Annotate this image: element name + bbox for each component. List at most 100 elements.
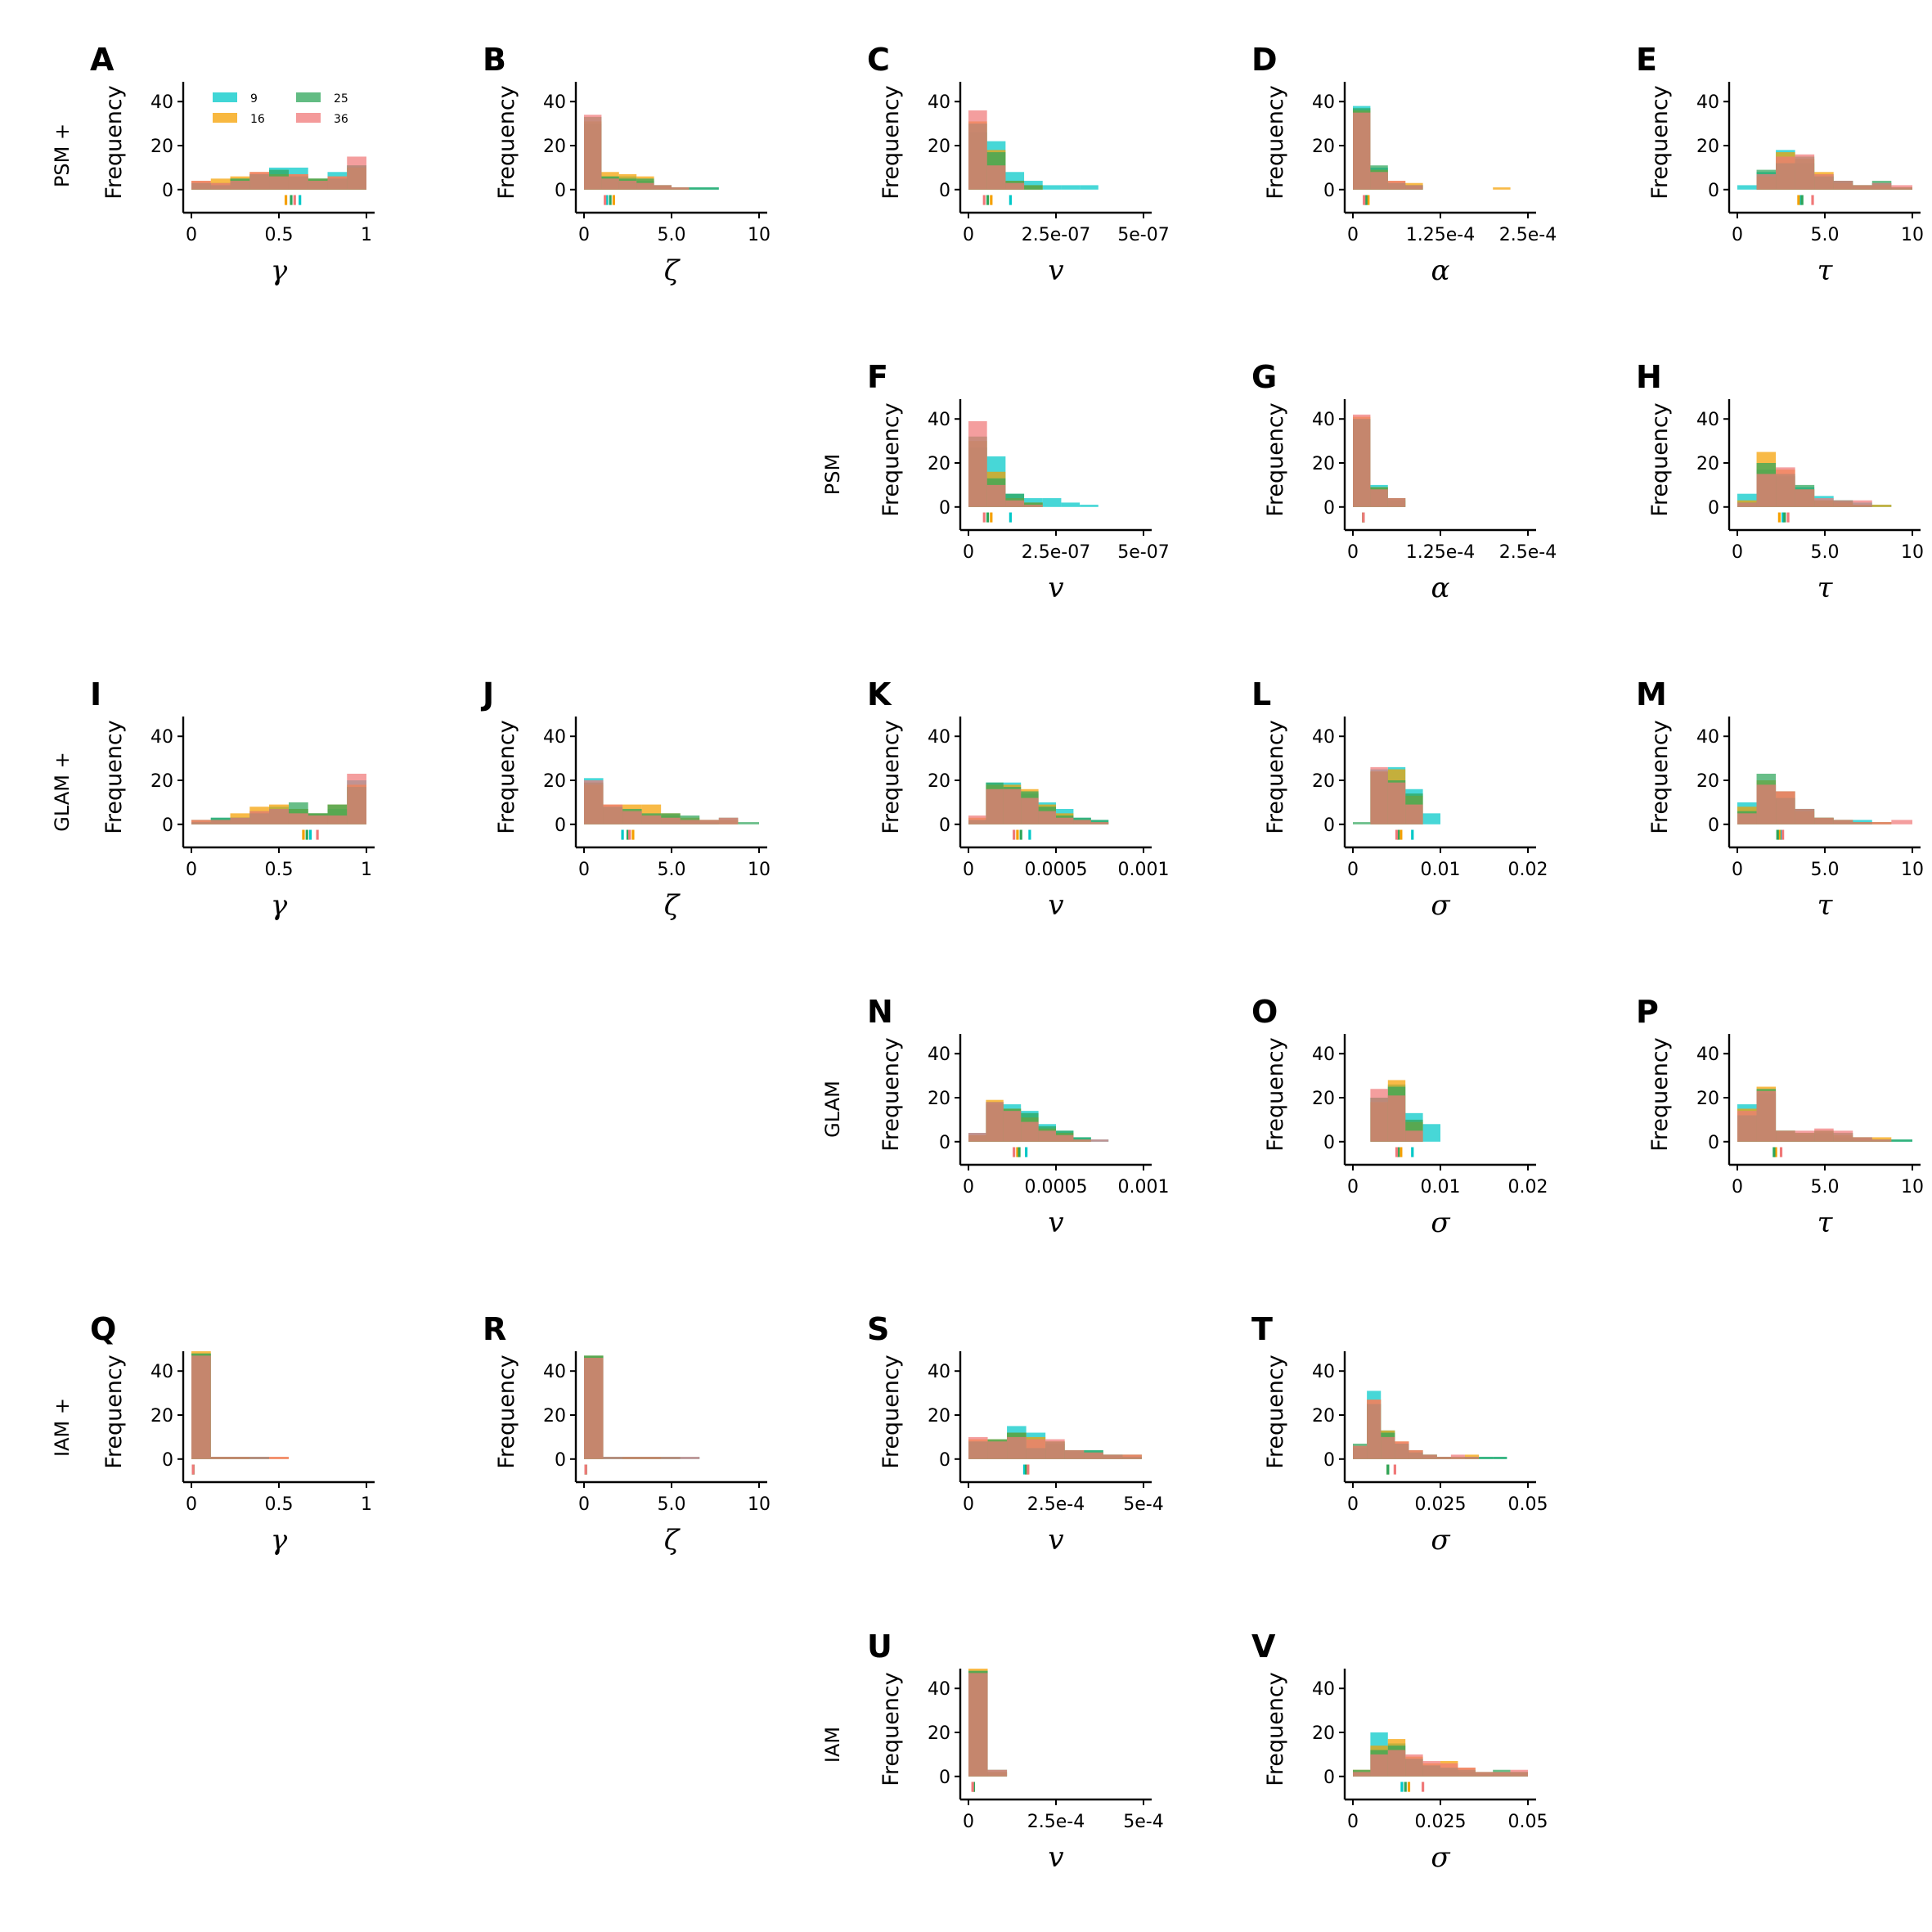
xtick-label-r-0: 0 xyxy=(578,1494,590,1515)
xtick-label-l-2: 0.02 xyxy=(1508,860,1548,880)
legend-swatch-36 xyxy=(296,113,321,123)
bar-k-s36-b5 xyxy=(1056,817,1074,824)
panel-letter-j: J xyxy=(480,676,494,712)
panel-letter-a: A xyxy=(90,42,115,78)
xtick-label-j-1: 5.0 xyxy=(658,860,686,880)
xtick-label-u-0: 0 xyxy=(963,1812,974,1832)
ytick-label-h-1: 20 xyxy=(1696,454,1719,474)
xtick-label-m-2: 10 xyxy=(1901,860,1924,880)
bar-v-s36-b0 xyxy=(1353,1772,1371,1777)
bar-s-s36-b2 xyxy=(1007,1436,1027,1459)
xtick-label-f-2: 5e-07 xyxy=(1117,542,1169,563)
panel-letter-g: G xyxy=(1251,359,1277,395)
bar-o-s36-b2 xyxy=(1387,1095,1406,1142)
ytick-label-g-0: 0 xyxy=(1323,498,1335,519)
legend-label-9: 9 xyxy=(250,92,258,106)
panel-d: D 0 20 40 0 1.25e-4 2.5e-4 Frequency α xyxy=(1251,42,1557,287)
xtick-label-t-1: 0.025 xyxy=(1415,1494,1467,1515)
ytick-label-n-1: 20 xyxy=(928,1089,950,1109)
xlabel-v: σ xyxy=(1431,1841,1450,1874)
legend-swatch-25 xyxy=(296,92,321,102)
bar-t-s25-b10 xyxy=(1493,1457,1507,1459)
bar-r-s36-b5 xyxy=(680,1457,700,1459)
bar-t-s36-b8 xyxy=(1464,1457,1480,1459)
bar-e-s36-b1 xyxy=(1756,173,1777,190)
ytick-label-c-0: 0 xyxy=(939,181,950,201)
ytick-label-a-0: 0 xyxy=(162,181,173,201)
ytick-label-l-2: 40 xyxy=(1312,727,1335,748)
xtick-label-i-1: 0.5 xyxy=(265,860,294,880)
panel-r: R 0 20 40 0 5.0 10 Frequency ζ xyxy=(483,1311,771,1557)
xlabel-t: σ xyxy=(1431,1524,1450,1557)
bar-d-s36-b2 xyxy=(1387,181,1406,190)
ylabel-r: Frequency xyxy=(494,1355,519,1469)
bar-m-s36-b2 xyxy=(1776,791,1795,824)
bar-l-s36-b1 xyxy=(1370,766,1388,824)
xtick-label-q-1: 0.5 xyxy=(265,1494,294,1515)
ytick-label-f-2: 40 xyxy=(928,410,950,430)
xtick-label-f-1: 2.5e-07 xyxy=(1022,542,1090,563)
ylabel-m: Frequency xyxy=(1647,720,1673,834)
xtick-label-t-2: 0.05 xyxy=(1508,1494,1548,1515)
bar-q-s36-b0 xyxy=(191,1355,211,1459)
xtick-label-t-0: 0 xyxy=(1347,1494,1359,1515)
panel-letter-u: U xyxy=(867,1629,892,1665)
legend-label-36: 36 xyxy=(334,113,348,126)
bar-e-s36-b8 xyxy=(1891,185,1912,190)
xtick-label-g-2: 2.5e-4 xyxy=(1499,542,1557,563)
xtick-label-d-1: 1.25e-4 xyxy=(1406,225,1475,245)
ytick-label-g-1: 20 xyxy=(1312,454,1335,474)
ylabel-h: Frequency xyxy=(1647,402,1673,517)
ylabel-v: Frequency xyxy=(1263,1672,1288,1786)
bar-d-s16-b8 xyxy=(1493,187,1511,190)
bar-s-s36-b5 xyxy=(1064,1450,1085,1459)
bar-r-s36-b0 xyxy=(584,1358,604,1459)
panel-letter-n: N xyxy=(867,994,893,1030)
xlabel-c: v xyxy=(1048,254,1063,287)
xtick-label-u-1: 2.5e-4 xyxy=(1027,1812,1085,1832)
bar-r-s36-b2 xyxy=(622,1457,642,1459)
bar-c-s9-b5 xyxy=(1061,185,1081,190)
bar-h-s36-b0 xyxy=(1737,502,1757,507)
bar-f-s9-b6 xyxy=(1080,505,1099,507)
legend: 9 16 25 36 xyxy=(213,92,348,126)
bar-m-s36-b8 xyxy=(1891,820,1912,824)
bar-p-s36-b1 xyxy=(1756,1090,1777,1142)
panel-letter-p: P xyxy=(1636,994,1659,1030)
ylabel-b: Frequency xyxy=(494,85,519,200)
bar-j-s36-b3 xyxy=(641,815,662,824)
bar-v-s36-b2 xyxy=(1387,1750,1406,1777)
panel-u: U 0 20 40 0 2.5e-4 5e-4 Frequency v xyxy=(867,1629,1164,1874)
xlabel-k: v xyxy=(1048,889,1063,922)
ytick-label-g-2: 40 xyxy=(1312,410,1335,430)
bar-s-s36-b6 xyxy=(1084,1452,1103,1459)
bar-q-s36-b3 xyxy=(249,1457,270,1459)
xlabel-s: v xyxy=(1048,1524,1063,1557)
bar-u-s36-b0 xyxy=(968,1673,988,1777)
bar-f-s9-b5 xyxy=(1061,502,1081,507)
bar-t-s36-b1 xyxy=(1367,1400,1382,1459)
xtick-label-e-2: 10 xyxy=(1901,225,1924,245)
xtick-label-a-1: 0.5 xyxy=(265,225,294,245)
bar-c-s36-b1 xyxy=(986,165,1006,190)
bar-d-s36-b0 xyxy=(1353,112,1371,190)
ytick-label-t-2: 40 xyxy=(1312,1362,1335,1382)
bar-c-s9-b6 xyxy=(1080,185,1099,190)
panel-a: A 0 20 40 0 0.5 1 Frequency γ xyxy=(90,42,375,287)
bar-o-s9-b4 xyxy=(1422,1124,1440,1142)
xtick-label-k-1: 0.0005 xyxy=(1025,860,1088,880)
bar-f-s9-b4 xyxy=(1042,498,1062,507)
bar-e-s36-b7 xyxy=(1871,182,1892,190)
bar-m-s36-b0 xyxy=(1737,813,1757,824)
bar-l-s36-b3 xyxy=(1405,804,1423,824)
bar-f-s36-b3 xyxy=(1024,505,1043,507)
panel-letter-b: B xyxy=(483,42,506,78)
bar-v-s36-b7 xyxy=(1475,1772,1494,1777)
xlabel-f: v xyxy=(1048,572,1063,604)
panel-i: I 0 20 40 0 0.5 1 Frequency γ xyxy=(90,676,375,922)
bar-p-s25-b8 xyxy=(1891,1139,1912,1142)
bar-k-s36-b3 xyxy=(1021,798,1039,824)
ytick-label-v-2: 40 xyxy=(1312,1679,1335,1700)
ylabel-k: Frequency xyxy=(878,720,904,834)
